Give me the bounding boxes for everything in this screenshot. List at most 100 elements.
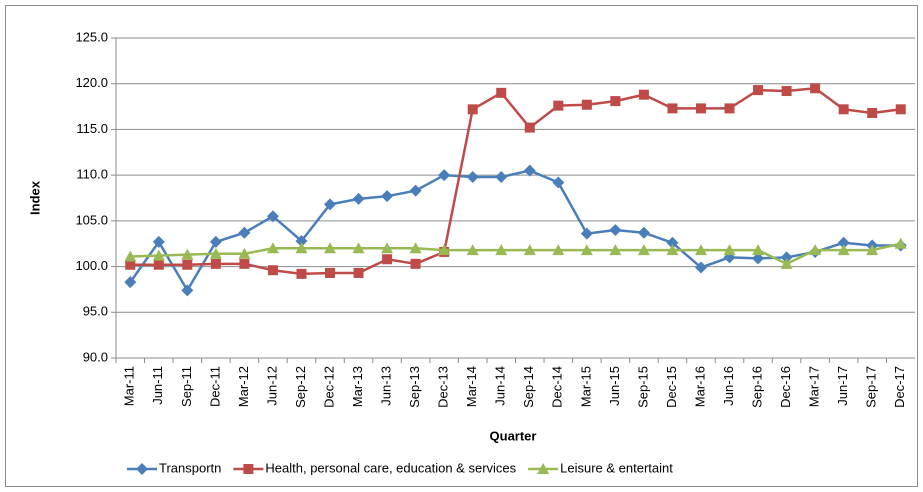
marker <box>409 242 422 254</box>
marker <box>467 104 478 115</box>
marker <box>352 192 365 205</box>
marker <box>695 103 706 114</box>
x-tick-label: Mar-14 <box>464 366 479 407</box>
marker <box>637 244 650 256</box>
marker <box>239 258 250 269</box>
marker <box>410 258 421 269</box>
marker <box>296 268 307 279</box>
marker <box>353 267 364 278</box>
marker <box>466 170 479 183</box>
y-tick-label: 90.0 <box>83 349 108 364</box>
marker <box>153 259 164 270</box>
x-tick-label: Mar-13 <box>350 366 365 407</box>
marker <box>438 169 451 182</box>
marker <box>780 251 793 264</box>
marker <box>381 190 394 203</box>
x-tick-label: Jun-15 <box>607 366 622 406</box>
x-tick-label: Sep-17 <box>864 366 879 408</box>
marker <box>181 284 194 297</box>
marker <box>295 242 308 254</box>
marker <box>209 247 222 259</box>
x-tick-label: Dec-12 <box>321 366 336 408</box>
chart-frame <box>5 5 918 487</box>
series-line <box>130 86 901 276</box>
marker <box>694 261 707 274</box>
marker <box>238 247 251 259</box>
marker <box>409 184 422 197</box>
marker <box>382 254 393 265</box>
marker <box>637 226 650 239</box>
marker <box>580 244 593 256</box>
marker <box>867 107 878 118</box>
marker <box>581 99 592 110</box>
marker <box>325 267 336 278</box>
marker <box>837 236 850 249</box>
x-tick-label: Jun-13 <box>379 366 394 406</box>
marker <box>580 227 593 240</box>
x-tick-label: Sep-15 <box>635 366 650 408</box>
marker <box>752 244 765 256</box>
marker <box>752 252 765 265</box>
marker <box>496 87 507 98</box>
marker <box>125 259 136 270</box>
marker <box>324 242 337 254</box>
series-line <box>130 242 902 266</box>
legend-label: Transportn <box>159 460 221 475</box>
marker <box>781 86 792 97</box>
y-tick-label: 115.0 <box>76 121 108 136</box>
x-tick-label: Jun-12 <box>264 366 279 406</box>
marker <box>266 210 279 223</box>
marker <box>182 259 193 270</box>
legend-label: Leisure & entertaint <box>560 460 673 475</box>
marker <box>238 226 251 239</box>
marker <box>152 235 165 248</box>
y-axis-label: Index <box>27 180 42 215</box>
marker <box>638 89 649 100</box>
y-tick-label: 100.0 <box>75 258 108 273</box>
marker <box>243 464 254 474</box>
x-tick-label: Sep-16 <box>749 366 764 408</box>
marker <box>295 234 308 247</box>
x-tick-label: Sep-12 <box>293 366 308 408</box>
marker <box>324 198 337 211</box>
marker <box>466 244 479 256</box>
x-tick-label: Dec-14 <box>550 366 565 408</box>
marker <box>152 249 165 261</box>
x-tick-label: Sep-14 <box>521 366 536 408</box>
x-tick-label: Dec-17 <box>892 366 907 408</box>
marker <box>523 164 536 177</box>
y-tick-label: 105.0 <box>75 212 108 227</box>
marker <box>895 104 906 115</box>
x-tick-label: Mar-12 <box>236 366 251 407</box>
marker <box>381 242 394 254</box>
marker <box>837 244 850 256</box>
legend-label: Health, personal care, education & servi… <box>265 460 516 475</box>
marker <box>610 96 621 107</box>
marker <box>810 83 821 94</box>
marker <box>553 100 564 111</box>
x-axis-label: Quarter <box>490 428 537 443</box>
marker <box>809 244 822 256</box>
marker <box>495 244 508 256</box>
y-tick-label: 125.0 <box>75 29 108 44</box>
marker <box>894 237 907 249</box>
marker <box>552 176 565 189</box>
marker <box>537 463 550 474</box>
marker <box>524 122 535 133</box>
y-tick-label: 120.0 <box>75 75 108 90</box>
marker <box>210 258 221 269</box>
x-tick-label: Mar-16 <box>692 366 707 407</box>
x-tick-label: Jun-16 <box>721 366 736 406</box>
marker <box>438 244 451 256</box>
y-tick-label: 110.0 <box>76 167 108 182</box>
marker <box>181 248 194 260</box>
marker <box>352 242 365 254</box>
x-tick-label: Sep-13 <box>407 366 422 408</box>
x-tick-label: Mar-17 <box>807 366 822 407</box>
marker <box>136 463 148 475</box>
marker <box>609 244 622 256</box>
x-tick-label: Mar-11 <box>122 366 137 406</box>
x-tick-label: Jun-14 <box>493 366 508 406</box>
marker <box>609 224 622 236</box>
